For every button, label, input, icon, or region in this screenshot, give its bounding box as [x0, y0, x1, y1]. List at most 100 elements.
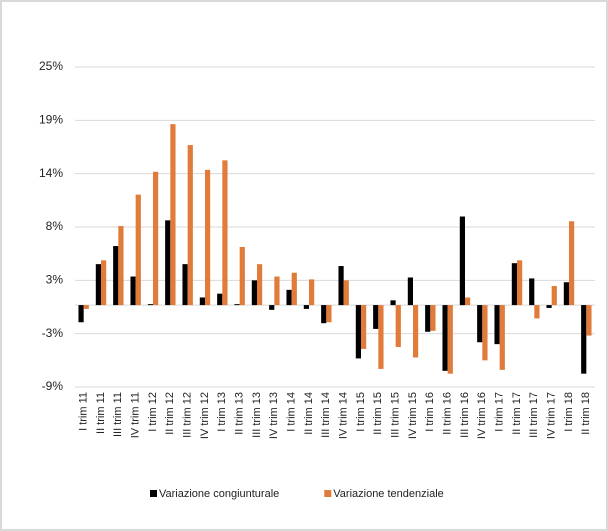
bar: [113, 246, 119, 306]
bar: [413, 305, 419, 358]
x-tick-label: III trim 11: [112, 392, 124, 437]
x-tick-label: I trim 12: [147, 392, 159, 432]
bar: [147, 304, 153, 306]
x-tick-label: I trim 18: [563, 392, 575, 432]
legend-swatch: [150, 490, 157, 497]
x-tick-label: III trim 14: [320, 392, 332, 438]
y-tick-label: 8%: [46, 219, 64, 233]
x-tick-label: IV trim 11: [130, 392, 142, 438]
bar: [395, 305, 401, 347]
x-tick-label: II trim 13: [234, 392, 246, 435]
x-tick-label: II trim 18: [580, 392, 592, 435]
bar: [477, 305, 483, 343]
bar: [130, 276, 136, 306]
bar: [291, 272, 297, 306]
legend-label: Variazione congiunturale: [159, 488, 279, 500]
x-tick-label: IV trim 13: [268, 392, 280, 439]
x-tick-label: IV trim 16: [476, 392, 488, 439]
bar: [563, 282, 569, 306]
bar: [205, 169, 211, 306]
x-tick-label: III trim 16: [459, 392, 471, 438]
bar: [95, 264, 101, 306]
bar: [482, 305, 488, 361]
bar: [459, 216, 465, 306]
bar: [153, 171, 159, 306]
bar: [321, 305, 327, 324]
bar: [407, 277, 413, 306]
bar: [447, 305, 453, 374]
bar: [303, 305, 309, 309]
x-tick-label: IV trim 17: [546, 392, 558, 439]
x-tick-label: III trim 17: [528, 392, 540, 438]
bar: [425, 305, 431, 332]
x-tick-label: I trim 17: [494, 392, 506, 432]
bar: [529, 278, 535, 306]
y-tick-label: 25%: [39, 59, 63, 73]
bar: [78, 305, 84, 323]
x-tick-label: II trim 14: [303, 392, 315, 435]
bar: [234, 304, 240, 306]
bar: [269, 305, 275, 310]
bar: [251, 280, 257, 306]
bar: [309, 279, 315, 306]
x-tick-label: III trim 12: [182, 392, 194, 438]
bar: [390, 300, 396, 306]
bar: [170, 124, 176, 306]
x-tick-label: IV trim 14: [338, 392, 350, 439]
bar: [499, 305, 505, 370]
bar: [199, 297, 205, 306]
x-tick-label: I trim 16: [424, 392, 436, 432]
bar: [257, 264, 263, 306]
bar: [182, 264, 188, 306]
x-tick-label: I trim 15: [355, 392, 367, 432]
y-tick-label: 19%: [39, 113, 63, 127]
bar: [378, 305, 384, 369]
bar: [551, 286, 557, 306]
bar: [135, 194, 141, 306]
x-tick-label: II trim 16: [442, 392, 454, 435]
bar: [187, 145, 193, 306]
bar: [338, 266, 344, 306]
bar: [546, 305, 552, 308]
bar: [343, 280, 349, 306]
y-tick-label: -9%: [42, 379, 64, 393]
bar: [442, 305, 448, 371]
x-tick-label: II trim 12: [164, 392, 176, 435]
bar: [239, 247, 245, 306]
x-tick-label: I trim 11: [78, 392, 90, 431]
bar: [581, 305, 587, 374]
legend-swatch: [324, 490, 332, 497]
bar: [511, 263, 517, 306]
x-tick-label: I trim 13: [216, 392, 228, 432]
bar: [165, 220, 171, 306]
bar: [118, 226, 124, 306]
x-tick-label: II trim 15: [372, 392, 384, 435]
bar: [222, 160, 228, 306]
bar: [494, 305, 500, 345]
bar: [430, 305, 436, 331]
bar: [361, 305, 367, 349]
bar: [286, 289, 292, 306]
x-tick-label: I trim 14: [286, 392, 298, 432]
bar: [517, 260, 523, 306]
x-tick-label: III trim 15: [390, 392, 402, 438]
bar: [465, 297, 471, 306]
bar: [101, 260, 107, 306]
x-tick-label: IV trim 15: [407, 392, 419, 439]
bar: [373, 305, 379, 329]
x-tick-label: III trim 13: [251, 392, 263, 438]
bar: [586, 305, 592, 336]
y-tick-label: -3%: [42, 326, 64, 340]
legend-label: Variazione tendenziale: [333, 488, 443, 500]
y-tick-label: 14%: [39, 166, 63, 180]
bar: [534, 305, 540, 319]
bar: [355, 305, 361, 359]
x-tick-label: IV trim 12: [199, 392, 211, 439]
x-tick-label: II trim 11: [95, 392, 107, 434]
bar: [326, 305, 332, 323]
bar: [569, 221, 575, 306]
y-tick-label: 3%: [46, 273, 64, 287]
bar: [217, 293, 223, 306]
bar: [83, 305, 89, 309]
